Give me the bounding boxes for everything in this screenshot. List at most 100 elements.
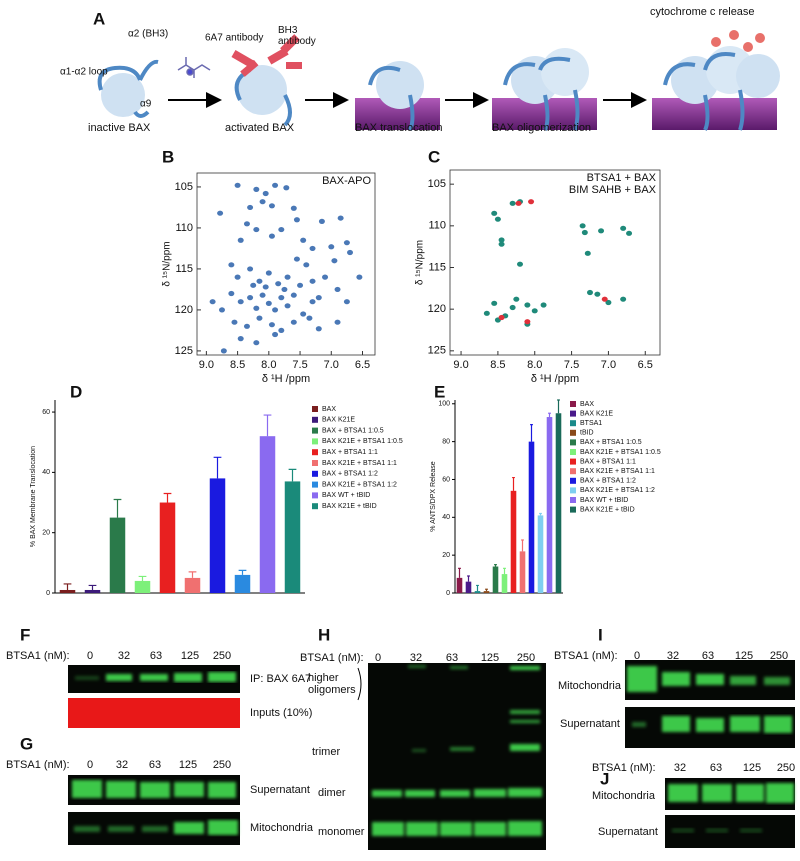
peak xyxy=(247,204,254,211)
peak xyxy=(587,289,593,296)
conc-label: BTSA1 (nM): xyxy=(554,650,618,662)
peak xyxy=(290,205,297,211)
bar xyxy=(474,591,481,593)
y-tick-label: 110 xyxy=(428,220,446,232)
peak xyxy=(243,221,250,227)
bar xyxy=(546,417,553,593)
legend-entry: BIM SAHB + BAX xyxy=(569,184,657,196)
bar xyxy=(159,502,176,593)
y-tick-label: 115 xyxy=(428,261,446,273)
peak xyxy=(498,241,505,247)
peak xyxy=(601,296,608,302)
y-axis-title: δ ¹⁵N/ppm xyxy=(415,240,426,285)
error-bar xyxy=(138,575,147,581)
peak xyxy=(209,299,216,305)
peak xyxy=(620,225,627,231)
conc-value: 125 xyxy=(743,762,761,774)
peak xyxy=(531,308,538,314)
conc-value: 63 xyxy=(710,762,722,774)
error-bar xyxy=(188,571,197,578)
row-label: Mitochondria xyxy=(558,680,622,692)
y-tick-label: 110 xyxy=(175,222,193,234)
row-label: Inputs (10%) xyxy=(250,707,312,719)
peak xyxy=(334,286,341,293)
peak xyxy=(284,303,291,309)
legend-entry: BAX xyxy=(322,406,336,413)
bands xyxy=(672,828,762,833)
blot xyxy=(68,698,240,728)
label: BH3 antibody xyxy=(278,25,316,47)
x-axis-title: δ ¹H /ppm xyxy=(262,373,310,385)
band-label: trimer xyxy=(312,746,340,758)
bands xyxy=(372,665,542,836)
legend-swatch xyxy=(570,487,576,494)
legend-entry: BAX K21E + tBID xyxy=(322,503,377,510)
label: α9 xyxy=(140,99,152,110)
y-tick-label: 125 xyxy=(175,345,193,357)
error-bar xyxy=(63,583,72,590)
legend-swatch xyxy=(570,439,576,446)
error-bar xyxy=(263,414,272,437)
bar xyxy=(109,517,126,593)
panel-label: G xyxy=(20,734,33,753)
conc-value: 250 xyxy=(213,650,231,662)
peak xyxy=(498,237,505,243)
bar xyxy=(537,515,544,593)
legend-entry: BAX K21E + BTSA1 1:0.5 xyxy=(322,438,403,445)
panel-label: E xyxy=(434,382,445,401)
peak xyxy=(300,311,307,317)
peak xyxy=(315,295,322,301)
error-bar xyxy=(485,588,488,592)
conc-value: 63 xyxy=(149,759,161,771)
error-bar xyxy=(530,423,533,442)
legend-entry: BAX + BTSA1 1:0.5 xyxy=(322,427,384,434)
legend-entry: BAX K21E + BTSA1 1:1 xyxy=(322,460,397,467)
panel-label: B xyxy=(162,147,174,166)
peak xyxy=(268,203,275,209)
conc-value: 250 xyxy=(517,652,535,664)
panel-label: F xyxy=(20,625,30,644)
x-tick-label: 9.0 xyxy=(453,359,468,371)
conc-value: 32 xyxy=(116,759,128,771)
peak xyxy=(300,237,307,243)
peak xyxy=(281,286,288,293)
panel-label: D xyxy=(70,382,82,401)
legend-swatch xyxy=(570,458,576,465)
bands xyxy=(627,666,790,692)
label: cytochrome c release xyxy=(650,6,755,18)
legend-entry: BAX WT + tBID xyxy=(580,497,628,504)
legend-swatch xyxy=(312,470,318,477)
peak xyxy=(237,237,244,243)
y-tick-label: 125 xyxy=(428,345,446,357)
conc-value: 0 xyxy=(87,650,93,662)
legend-entry: BAX K21E + BTSA1 1:2 xyxy=(580,487,655,494)
conc-label: BTSA1 (nM): xyxy=(592,762,656,774)
y-tick-label: 0 xyxy=(46,590,50,597)
x-tick-label: 9.0 xyxy=(199,359,214,371)
peak xyxy=(217,210,224,216)
conc-value: 125 xyxy=(181,650,199,662)
legend-swatch xyxy=(312,492,318,499)
legend-entry: BTSA1 xyxy=(580,420,602,427)
plot-frame xyxy=(449,169,661,356)
x-tick-label: 7.0 xyxy=(324,359,339,371)
conc-value: 125 xyxy=(179,759,197,771)
legend-entry: tBID xyxy=(580,430,594,437)
legend-swatch xyxy=(570,429,576,436)
peak xyxy=(328,244,335,250)
panel-label: H xyxy=(318,625,330,644)
y-tick-label: 40 xyxy=(442,514,450,521)
bands xyxy=(74,820,238,835)
peak xyxy=(256,315,263,321)
y-axis-title: % BAX Membrane Translocation xyxy=(30,446,37,547)
conc-value: 0 xyxy=(87,759,93,771)
conc-label: BTSA1 (nM): xyxy=(6,650,70,662)
bar xyxy=(519,551,526,593)
label: inactive BAX xyxy=(88,122,151,134)
error-bar xyxy=(113,498,122,518)
peak xyxy=(515,200,522,206)
bands xyxy=(632,716,792,733)
peak xyxy=(605,299,612,306)
error-bar xyxy=(539,512,542,516)
